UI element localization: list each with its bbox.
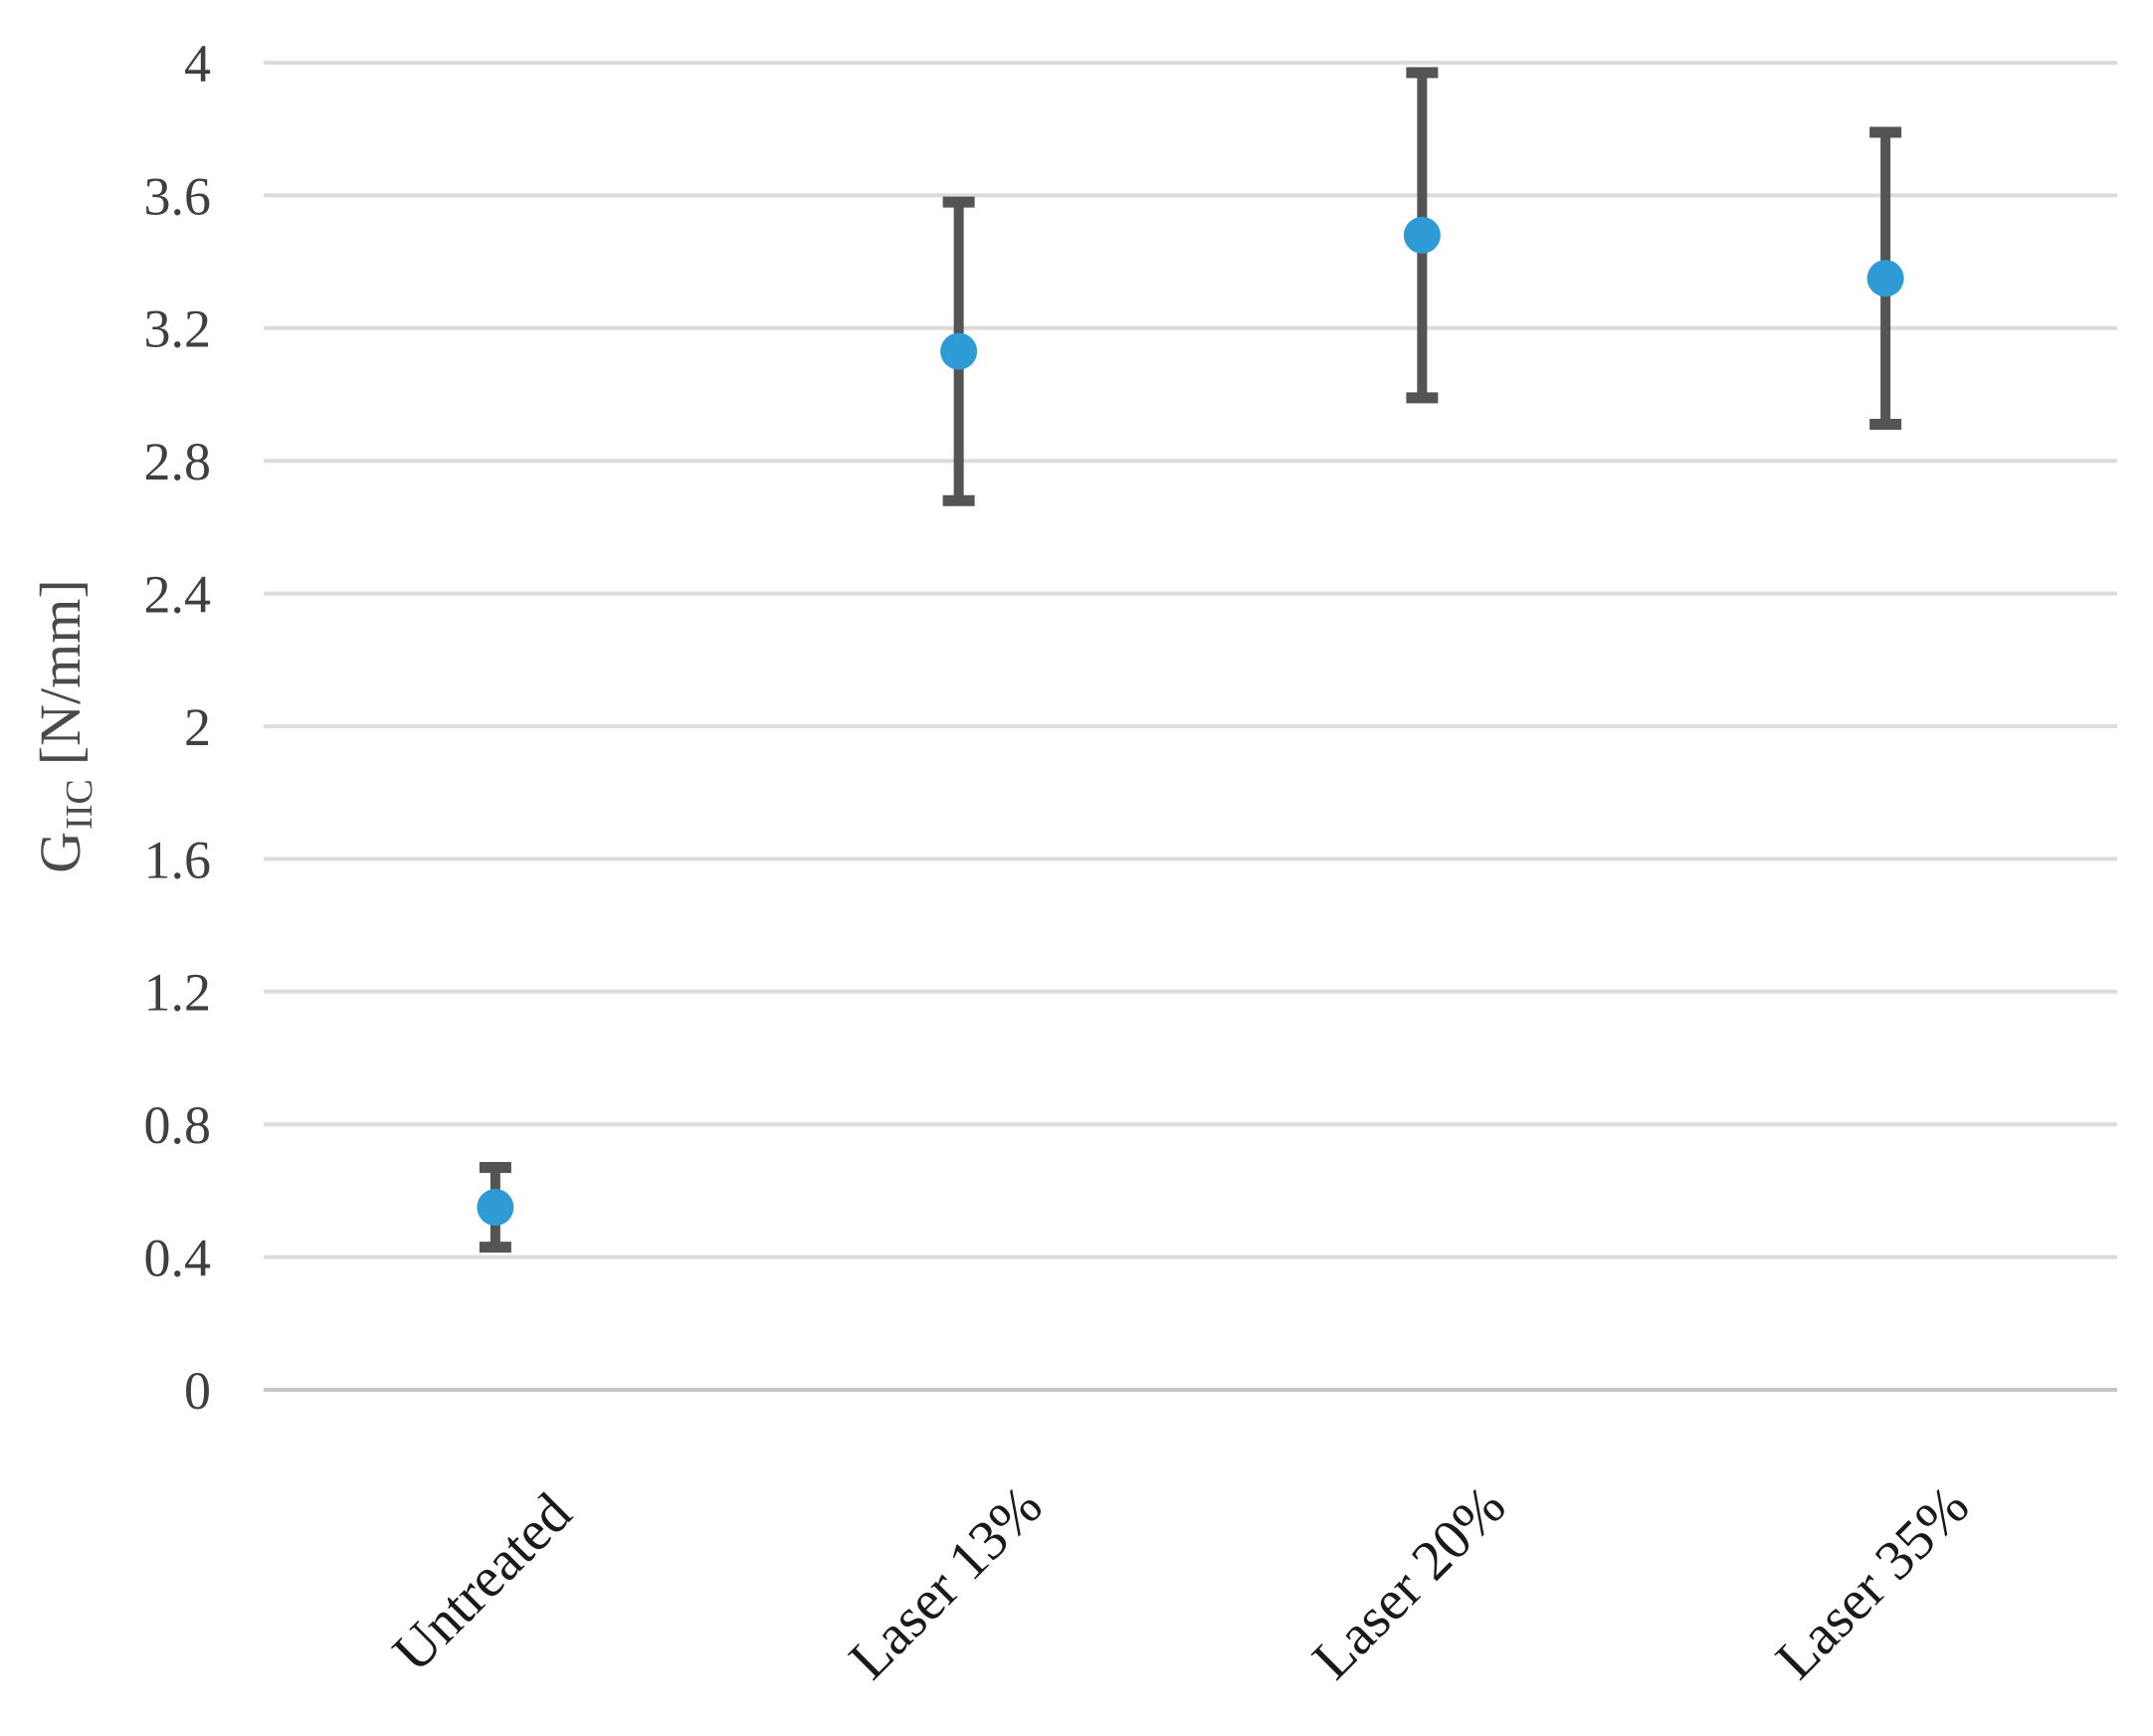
y-axis-title-subscript: IIC — [59, 779, 100, 830]
xtick-label-laser-35: Laser 35% — [1764, 1474, 1981, 1691]
ytick-label-2.4: 2.4 — [144, 565, 212, 625]
xtick-label-laser-20: Laser 20% — [1300, 1474, 1517, 1691]
y-axis-title-symbol: G — [28, 832, 93, 873]
ytick-label-0.4: 0.4 — [144, 1229, 212, 1288]
ytick-label-0.8: 0.8 — [144, 1095, 212, 1155]
xtick-label-laser-13: Laser 13% — [838, 1474, 1055, 1691]
xtick-label-untreated: Untreated — [381, 1481, 583, 1683]
data-point-untreated — [477, 1189, 514, 1227]
ytick-label-3.6: 3.6 — [144, 166, 212, 226]
data-point-laser-35 — [1866, 260, 1904, 297]
ytick-label-4: 4 — [184, 34, 211, 94]
ytick-label-2.8: 2.8 — [144, 432, 212, 491]
ytick-label-0: 0 — [184, 1361, 211, 1421]
data-point-laser-13 — [940, 332, 978, 370]
y-axis-title-unit: [N/mm] — [28, 579, 93, 765]
y-axis-title: GIIC [N/mm] — [28, 579, 100, 872]
ytick-label-1.6: 1.6 — [144, 830, 212, 889]
ytick-label-3.2: 3.2 — [144, 299, 212, 359]
ytick-label-2: 2 — [184, 697, 211, 757]
data-point-laser-20 — [1403, 216, 1441, 254]
ytick-label-1.2: 1.2 — [144, 963, 212, 1023]
